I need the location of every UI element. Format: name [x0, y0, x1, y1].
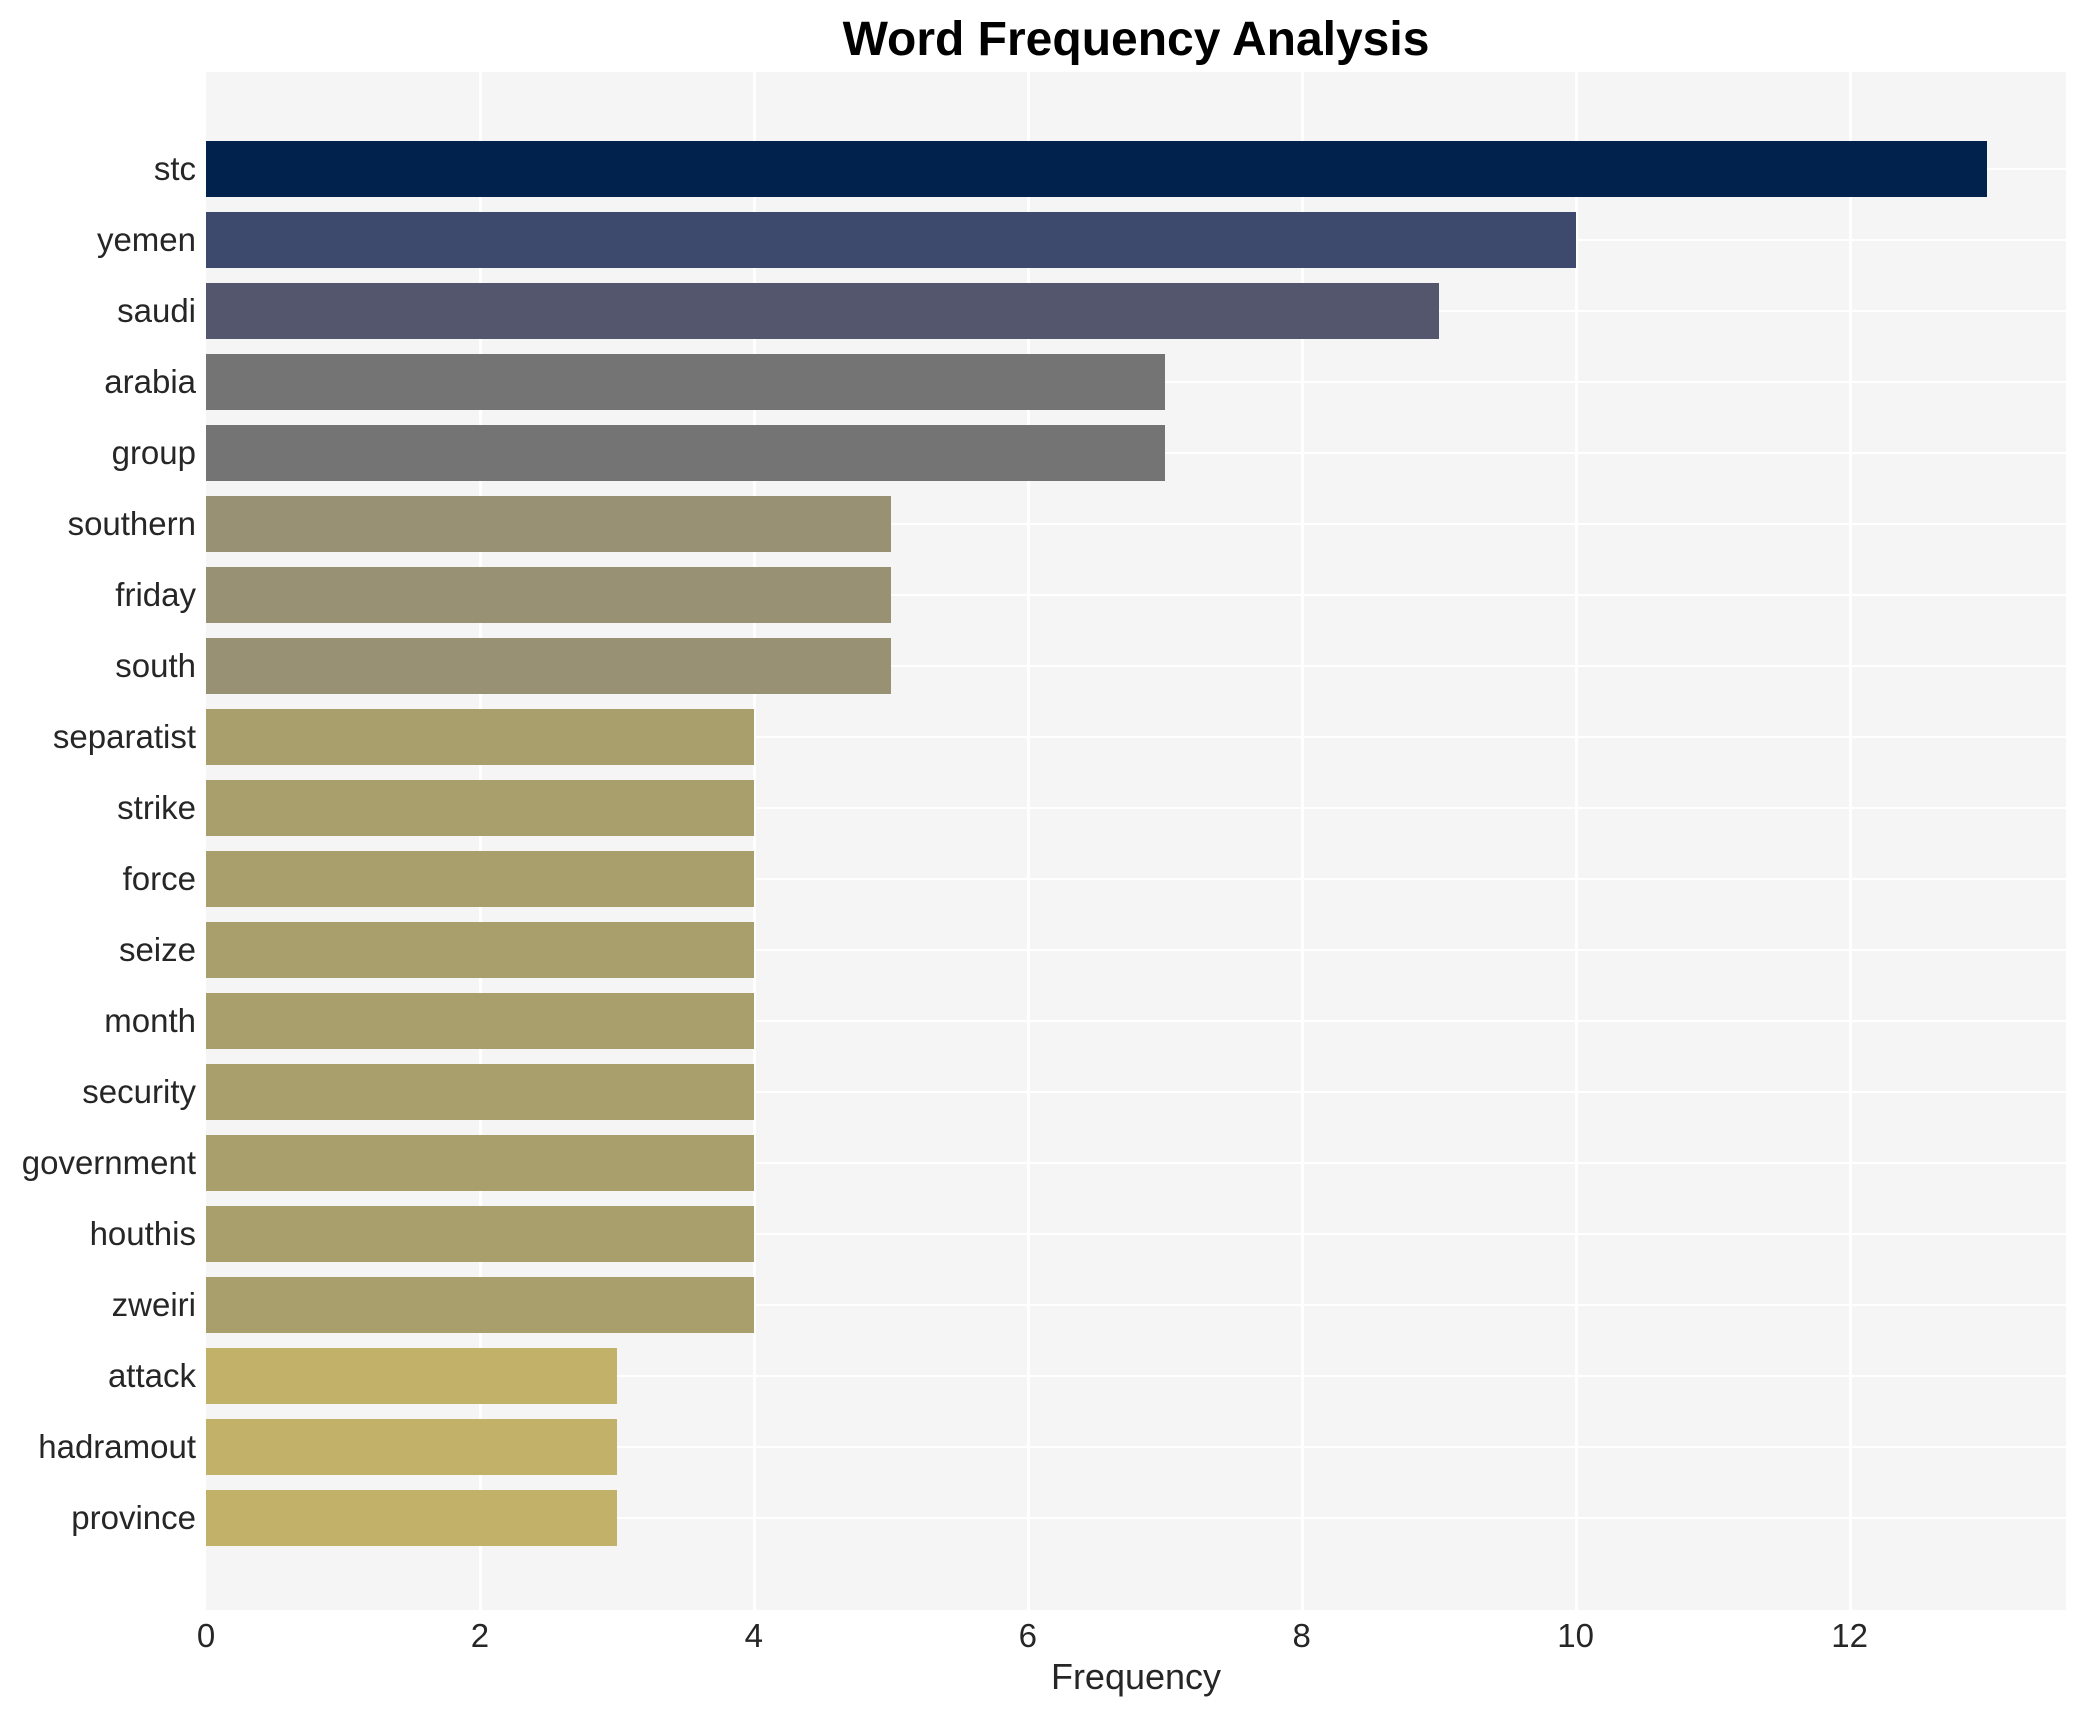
y-tick-label-separatist: separatist	[52, 718, 196, 755]
y-tick-label-saudi: saudi	[117, 292, 196, 329]
bar-saudi	[206, 283, 1439, 339]
grid-line-x-2	[478, 72, 482, 1610]
bar-group	[206, 425, 1165, 481]
y-tick-label-government: government	[21, 1144, 196, 1181]
grid-line-y-separatist	[206, 736, 2066, 738]
bar-separatist	[206, 709, 754, 765]
grid-line-y-attack	[206, 1375, 2066, 1377]
y-tick-label-seize: seize	[118, 931, 196, 968]
y-tick-label-southern: southern	[67, 505, 196, 542]
bar-security	[206, 1064, 754, 1120]
y-tick-label-friday: friday	[115, 576, 196, 613]
bar-province	[206, 1490, 617, 1546]
bar-yemen	[206, 212, 1576, 268]
bar-strike	[206, 780, 754, 836]
bar-houthis	[206, 1206, 754, 1262]
grid-line-x-12	[1848, 72, 1852, 1610]
chart-title: Word Frequency Analysis	[842, 13, 1430, 66]
grid-line-x-4	[752, 72, 756, 1610]
bar-southern	[206, 496, 891, 552]
bar-stc	[206, 141, 1987, 197]
y-tick-label-force: force	[122, 860, 196, 897]
bar-hadramout	[206, 1419, 617, 1475]
x-tick-label-2: 2	[470, 1617, 490, 1654]
grid-line-y-south	[206, 665, 2066, 667]
y-tick-label-province: province	[71, 1499, 196, 1536]
grid-line-y-province	[206, 1517, 2066, 1519]
bar-arabia	[206, 354, 1165, 410]
y-tick-label-strike: strike	[117, 789, 196, 826]
grid-line-y-friday	[206, 594, 2066, 596]
y-tick-label-month: month	[104, 1002, 196, 1039]
y-tick-label-group: group	[111, 434, 196, 471]
grid-line-y-month	[206, 1020, 2066, 1022]
bar-south	[206, 638, 891, 694]
grid-line-y-strike	[206, 807, 2066, 809]
y-tick-label-security: security	[82, 1073, 196, 1110]
x-tick-label-12: 12	[1831, 1617, 1868, 1654]
x-tick-label-6: 6	[1018, 1617, 1037, 1654]
y-tick-label-houthis: houthis	[89, 1215, 196, 1252]
grid-line-x-8	[1300, 72, 1304, 1610]
grid-line-y-houthis	[206, 1233, 2066, 1235]
x-tick-label-0: 0	[196, 1617, 216, 1654]
grid-line-y-government	[206, 1162, 2066, 1164]
y-tick-label-south: south	[115, 647, 196, 684]
grid-line-y-security	[206, 1091, 2066, 1093]
bar-attack	[206, 1348, 617, 1404]
grid-line-y-hadramout	[206, 1446, 2066, 1448]
grid-line-x-10	[1574, 72, 1578, 1610]
plot-panel	[206, 72, 2066, 1610]
bar-month	[206, 993, 754, 1049]
bar-friday	[206, 567, 891, 623]
y-tick-label-attack: attack	[107, 1357, 196, 1394]
y-tick-label-yemen: yemen	[96, 221, 196, 258]
grid-line-y-force	[206, 878, 2066, 880]
y-tick-label-stc: stc	[153, 150, 196, 187]
bar-seize	[206, 922, 754, 978]
x-axis-label: Frequency	[1050, 1656, 1222, 1697]
x-tick-label-4: 4	[744, 1617, 764, 1654]
y-tick-label-hadramout: hadramout	[38, 1428, 196, 1465]
bar-zweiri	[206, 1277, 754, 1333]
y-tick-label-arabia: arabia	[104, 363, 196, 400]
x-tick-label-8: 8	[1292, 1617, 1311, 1654]
grid-line-y-seize	[206, 949, 2066, 951]
grid-line-x-6	[1026, 72, 1030, 1610]
bar-force	[206, 851, 754, 907]
grid-line-y-southern	[206, 523, 2066, 525]
bar-government	[206, 1135, 754, 1191]
x-tick-label-10: 10	[1557, 1617, 1595, 1654]
y-tick-label-zweiri: zweiri	[111, 1286, 196, 1323]
grid-line-y-zweiri	[206, 1304, 2066, 1306]
